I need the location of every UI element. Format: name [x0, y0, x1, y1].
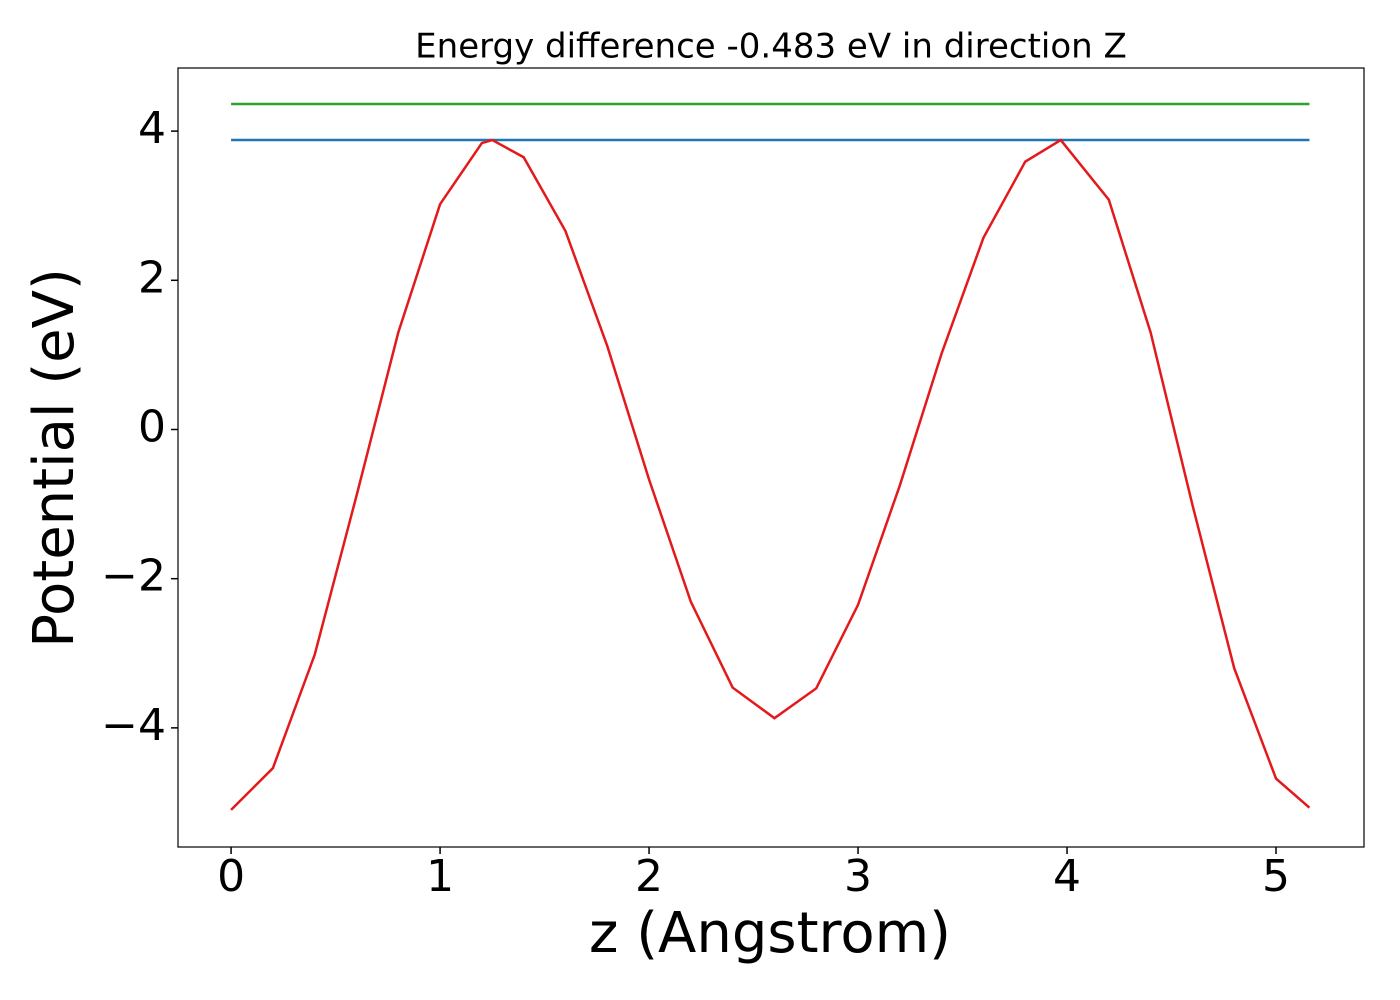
y-tick-label: −2 [101, 551, 166, 602]
x-tick-label: 3 [844, 851, 872, 902]
x-tick-label: 4 [1053, 851, 1081, 902]
y-tick-label: 0 [138, 401, 166, 452]
x-tick-label: 0 [217, 851, 245, 902]
y-tick-label: 2 [138, 252, 166, 303]
y-axis-label: Potential (eV) [22, 268, 87, 648]
line-series [230, 138, 1311, 811]
y-tick-label: 4 [138, 103, 166, 154]
x-tick-label: 1 [426, 851, 454, 902]
plot-frame [177, 67, 1365, 848]
chart-title: Energy difference -0.483 eV in direction… [415, 27, 1127, 67]
x-tick-label: 2 [635, 851, 663, 902]
x-axis-label: z (Angstrom) [589, 901, 951, 966]
x-tick-label: 5 [1262, 851, 1290, 902]
y-tick-label: −4 [101, 700, 166, 751]
